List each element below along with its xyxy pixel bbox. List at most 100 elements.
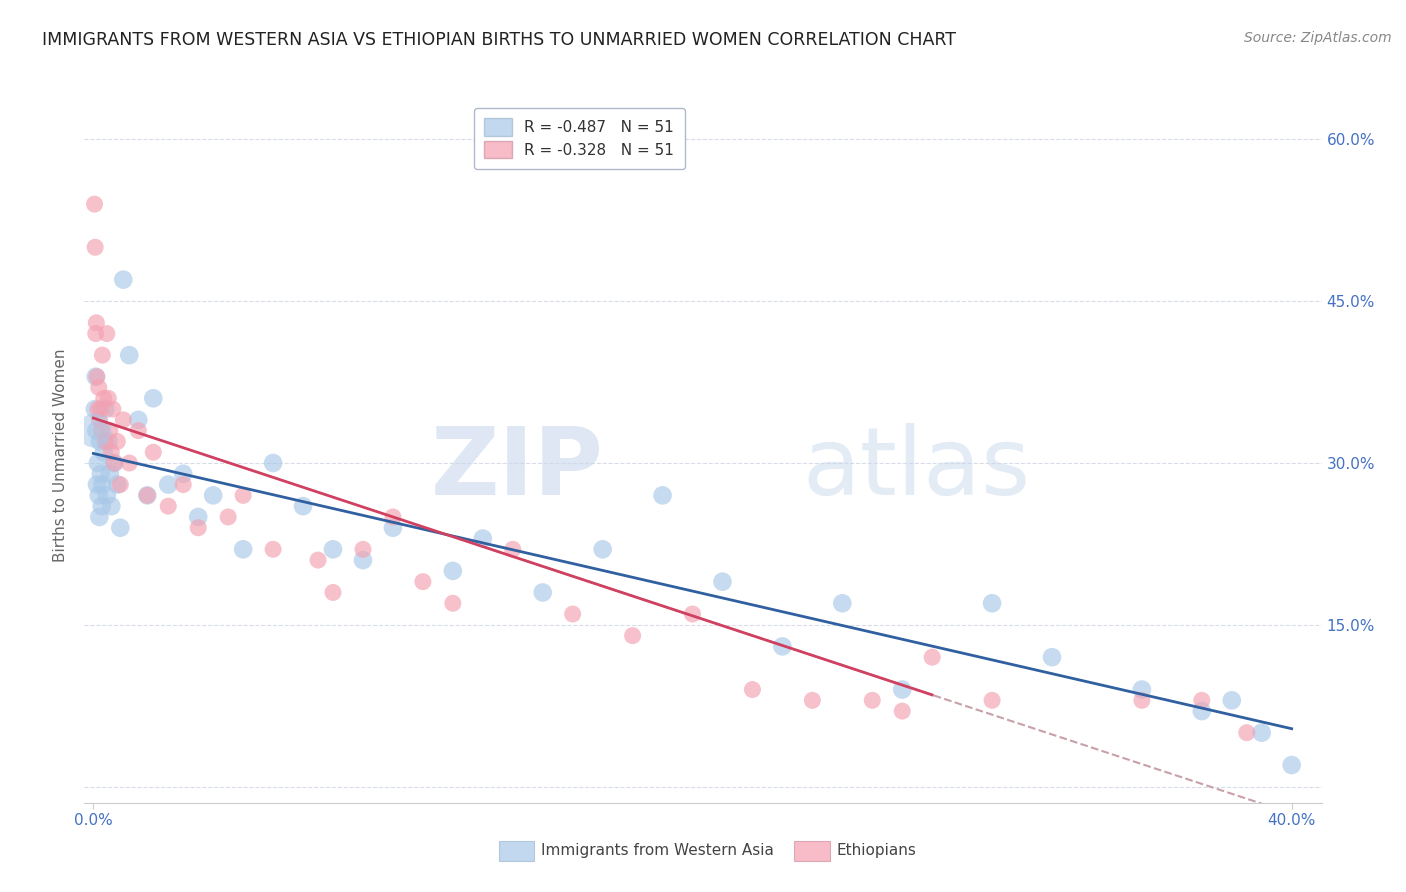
Point [891, 704, 914, 718]
Point [86, 369, 108, 384]
Point [83, 402, 105, 417]
Point [502, 542, 524, 557]
Text: Source: ZipAtlas.com: Source: ZipAtlas.com [1244, 31, 1392, 45]
Point [90, 424, 112, 438]
Text: Immigrants from Western Asia: Immigrants from Western Asia [541, 844, 775, 858]
Point [682, 607, 704, 621]
Point [136, 488, 159, 502]
Point [262, 456, 284, 470]
Point [86, 477, 108, 491]
Point [90, 499, 112, 513]
Point [441, 564, 464, 578]
Point [112, 272, 135, 286]
Point [232, 488, 254, 502]
Text: Ethiopians: Ethiopians [837, 844, 917, 858]
Point [87, 380, 110, 394]
Point [89, 413, 111, 427]
Point [90, 402, 112, 417]
Point [561, 607, 583, 621]
Point [157, 477, 180, 491]
Point [101, 402, 124, 417]
Point [142, 392, 165, 406]
Point [84, 326, 107, 341]
Point [921, 650, 943, 665]
Point [381, 510, 404, 524]
Point [86, 316, 108, 330]
Point [1130, 693, 1153, 707]
Point [531, 585, 554, 599]
Point [94, 434, 117, 449]
Point [1236, 725, 1258, 739]
Point [127, 424, 149, 438]
Point [891, 682, 914, 697]
Text: IMMIGRANTS FROM WESTERN ASIA VS ETHIOPIAN BIRTHS TO UNMARRIED WOMEN CORRELATION : IMMIGRANTS FROM WESTERN ASIA VS ETHIOPIA… [42, 31, 956, 49]
Point [770, 640, 793, 654]
Point [1191, 704, 1213, 718]
Point [1191, 693, 1213, 707]
Point [87, 488, 110, 502]
Point [412, 574, 434, 589]
Point [87, 456, 110, 470]
Point [96, 326, 118, 341]
Point [441, 596, 464, 610]
Point [93, 445, 115, 459]
Point [1040, 650, 1063, 665]
Point [187, 521, 209, 535]
Point [86, 424, 108, 438]
Point [89, 434, 111, 449]
Point [105, 477, 128, 491]
Point [112, 413, 135, 427]
Point [711, 574, 734, 589]
Point [127, 413, 149, 427]
Point [94, 402, 117, 417]
Point [98, 424, 121, 438]
Point [84, 369, 107, 384]
Point [103, 456, 125, 470]
Point [292, 499, 315, 513]
Point [96, 488, 118, 502]
Point [1281, 758, 1303, 772]
Point [981, 693, 1004, 707]
Point [87, 402, 110, 417]
Point [103, 456, 125, 470]
Point [381, 521, 404, 535]
Y-axis label: Births to Unmarried Women: Births to Unmarried Women [53, 348, 69, 562]
Point [100, 499, 122, 513]
Text: atlas: atlas [801, 423, 1031, 515]
Point [592, 542, 614, 557]
Point [93, 392, 115, 406]
Point [981, 596, 1004, 610]
Point [97, 392, 120, 406]
Point [100, 445, 122, 459]
Point [307, 553, 329, 567]
Point [98, 467, 121, 481]
Point [202, 488, 225, 502]
Point [262, 542, 284, 557]
Point [89, 510, 111, 524]
Point [1250, 725, 1272, 739]
Text: ZIP: ZIP [432, 423, 605, 515]
Point [322, 585, 344, 599]
Point [352, 542, 374, 557]
Point [90, 467, 112, 481]
Point [1130, 682, 1153, 697]
Point [621, 629, 644, 643]
Point [91, 348, 114, 362]
Point [97, 434, 120, 449]
Point [118, 348, 141, 362]
Point [860, 693, 883, 707]
Point [322, 542, 344, 557]
Point [83, 197, 105, 211]
Point [831, 596, 853, 610]
Point [1220, 693, 1243, 707]
Point [801, 693, 824, 707]
Point [110, 521, 132, 535]
Point [136, 488, 159, 502]
Point [84, 240, 107, 254]
Point [187, 510, 209, 524]
Point [352, 553, 374, 567]
Point [741, 682, 763, 697]
Point [83, 424, 105, 438]
Point [232, 542, 254, 557]
Legend: R = -0.487   N = 51, R = -0.328   N = 51: R = -0.487 N = 51, R = -0.328 N = 51 [474, 108, 685, 169]
